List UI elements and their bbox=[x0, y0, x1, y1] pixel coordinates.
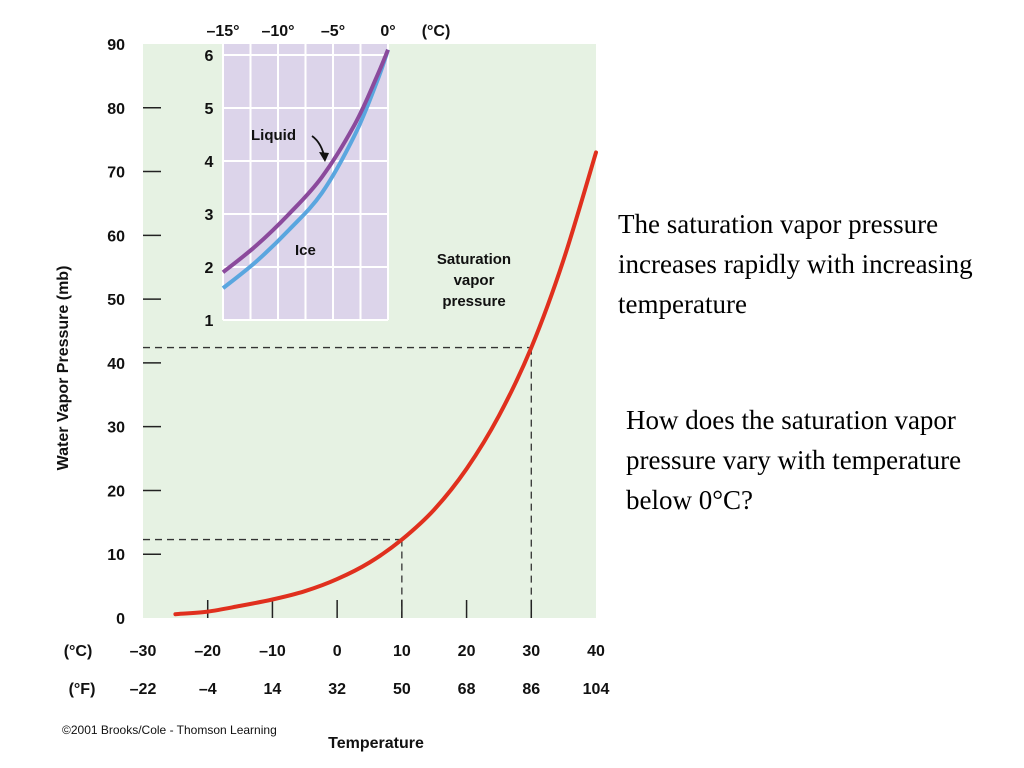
series-label-liquid: Liquid bbox=[251, 127, 296, 144]
series-line-saturation-vapor-pressure bbox=[173, 150, 598, 617]
x-unit-label-fahrenheit: (°F) bbox=[69, 681, 96, 698]
y-tick-label: 80 bbox=[107, 101, 125, 118]
inset-y-axis-ticks: 1 2 3 4 5 6 bbox=[205, 48, 214, 330]
x-tick-label-celsius: 20 bbox=[458, 643, 476, 660]
x-tick-label-fahrenheit: –4 bbox=[199, 681, 217, 698]
discussion-question: How does the saturation vapor pressure v… bbox=[626, 405, 962, 515]
inset-chart: 1 2 3 4 5 6 –15° –10° –5° 0° (°C) Liquid Ice bbox=[205, 23, 451, 330]
y-tick-label: 20 bbox=[107, 483, 125, 500]
inset-y-tick-label: 3 bbox=[205, 207, 214, 224]
x-tick-label-celsius: 10 bbox=[393, 643, 411, 660]
y-tick-label: 90 bbox=[107, 37, 125, 54]
y-tick-label: 70 bbox=[107, 165, 125, 182]
series-line-ice bbox=[221, 49, 390, 290]
x-tick-label-celsius: 0 bbox=[333, 643, 342, 660]
y-tick-label: 60 bbox=[107, 228, 125, 245]
y-tick-label: 40 bbox=[107, 356, 125, 373]
inset-x-tick-label: –15° bbox=[206, 23, 239, 40]
x-tick-label-fahrenheit: –22 bbox=[130, 681, 157, 698]
inset-y-tick-label: 5 bbox=[205, 101, 214, 118]
x-unit-label-celsius: (°C) bbox=[64, 643, 93, 660]
x-tick-label-fahrenheit: 68 bbox=[458, 681, 476, 698]
y-axis-title: Water Vapor Pressure (mb) bbox=[55, 266, 72, 471]
inset-x-tick-label: 0° bbox=[380, 23, 395, 40]
x-tick-label-fahrenheit: 104 bbox=[583, 681, 610, 698]
series-label-ice: Ice bbox=[295, 242, 316, 259]
inset-x-tick-label: –10° bbox=[261, 23, 294, 40]
x-tick-label-fahrenheit: 14 bbox=[264, 681, 282, 698]
x-axis-title: Temperature bbox=[328, 735, 424, 752]
inset-x-unit-label: (°C) bbox=[422, 23, 451, 40]
copyright-credit: ©2001 Brooks/Cole - Thomson Learning bbox=[62, 723, 277, 737]
x-tick-label-celsius: –30 bbox=[130, 643, 157, 660]
x-tick-label-celsius: –10 bbox=[259, 643, 286, 660]
inset-grid bbox=[222, 44, 389, 321]
x-tick-label-celsius: 30 bbox=[522, 643, 540, 660]
inset-y-tick-label: 6 bbox=[205, 48, 214, 65]
x-tick-label-fahrenheit: 50 bbox=[393, 681, 411, 698]
inset-x-tick-label: –5° bbox=[321, 23, 345, 40]
explanatory-statement: The saturation vapor pressure increases … bbox=[618, 209, 973, 319]
x-tick-label-celsius: –20 bbox=[194, 643, 221, 660]
x-axis-ticks: –30 –22 –20 –4 –10 14 0 32 10 50 20 68 30 86 40 104 bbox=[130, 600, 610, 698]
x-tick-label-celsius: 40 bbox=[587, 643, 605, 660]
inset-y-tick-label: 1 bbox=[205, 313, 214, 330]
annotation-saturation-vapor-pressure: Saturation vapor pressure bbox=[437, 251, 511, 310]
y-tick-label: 50 bbox=[107, 292, 125, 309]
liquid-pointer-arrowhead bbox=[319, 152, 329, 162]
y-axis-ticks: 0 10 20 30 40 50 60 70 80 90 bbox=[107, 37, 161, 628]
x-tick-label-fahrenheit: 86 bbox=[522, 681, 540, 698]
inset-y-tick-label: 4 bbox=[205, 154, 214, 171]
y-tick-label: 0 bbox=[116, 611, 125, 628]
y-tick-label: 10 bbox=[107, 547, 125, 564]
inset-y-tick-label: 2 bbox=[205, 260, 214, 277]
inset-x-axis-ticks: –15° –10° –5° 0° bbox=[206, 23, 395, 40]
x-tick-label-fahrenheit: 32 bbox=[328, 681, 346, 698]
y-tick-label: 30 bbox=[107, 420, 125, 437]
series-line-liquid bbox=[221, 48, 390, 274]
